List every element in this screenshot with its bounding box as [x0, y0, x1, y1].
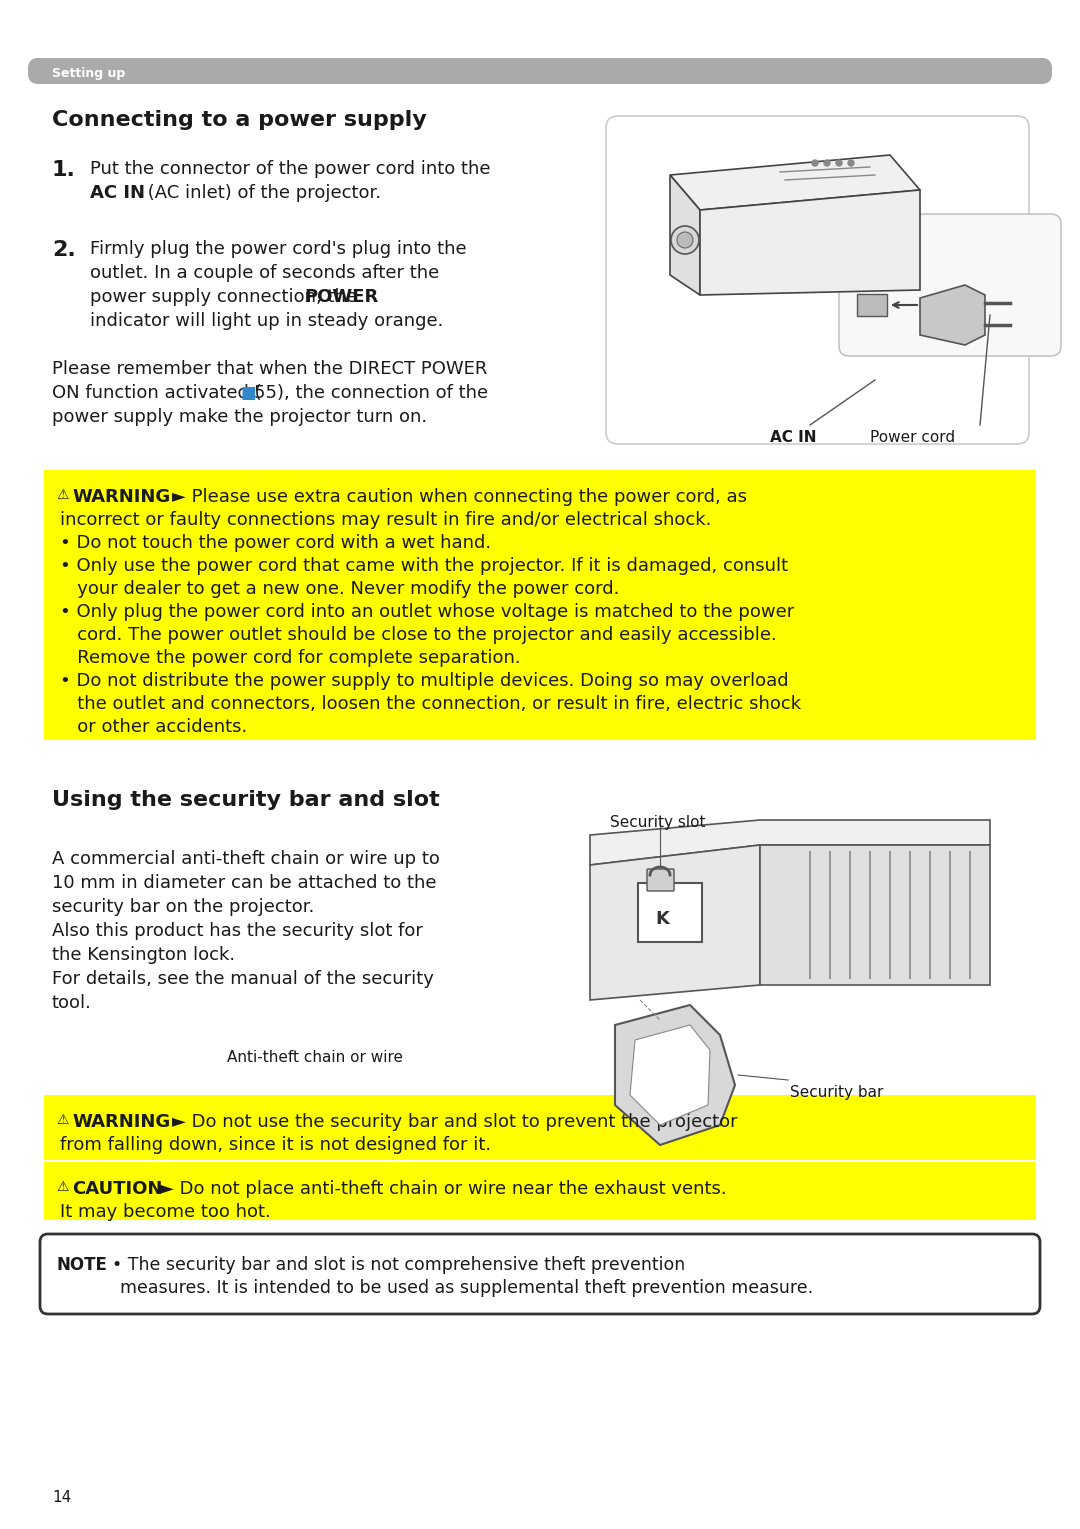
Text: ⚠: ⚠ — [56, 1113, 68, 1127]
Text: Firmly plug the power cord's plug into the: Firmly plug the power cord's plug into t… — [90, 240, 467, 258]
Text: power supply connection, the: power supply connection, the — [90, 287, 363, 306]
Circle shape — [812, 161, 818, 167]
Text: Please remember that when the DIRECT POWER: Please remember that when the DIRECT POW… — [52, 359, 487, 378]
Text: measures. It is intended to be used as supplemental theft prevention measure.: measures. It is intended to be used as s… — [120, 1278, 813, 1297]
FancyBboxPatch shape — [638, 884, 702, 942]
Text: or other accidents.: or other accidents. — [60, 719, 247, 735]
Text: Remove the power cord for complete separation.: Remove the power cord for complete separ… — [60, 648, 521, 667]
Text: 10 mm in diameter can be attached to the: 10 mm in diameter can be attached to the — [52, 875, 436, 891]
FancyBboxPatch shape — [28, 58, 1052, 84]
Polygon shape — [760, 846, 990, 985]
Polygon shape — [590, 846, 760, 1000]
Text: Security slot: Security slot — [610, 815, 705, 830]
Circle shape — [677, 232, 693, 248]
Text: K: K — [654, 910, 669, 928]
Polygon shape — [920, 284, 985, 346]
Text: your dealer to get a new one. Never modify the power cord.: your dealer to get a new one. Never modi… — [60, 579, 619, 598]
Text: security bar on the projector.: security bar on the projector. — [52, 898, 314, 916]
Text: Put the connector of the power cord into the: Put the connector of the power cord into… — [90, 161, 490, 177]
Text: WARNING: WARNING — [72, 1113, 171, 1131]
Text: POWER: POWER — [303, 287, 378, 306]
Text: • Only use the power cord that came with the projector. If it is damaged, consul: • Only use the power cord that came with… — [60, 557, 788, 575]
Text: 2.: 2. — [52, 240, 76, 260]
Text: the outlet and connectors, loosen the connection, or result in fire, electric sh: the outlet and connectors, loosen the co… — [60, 696, 801, 713]
Text: (AC inlet) of the projector.: (AC inlet) of the projector. — [141, 183, 381, 202]
Text: It may become too hot.: It may become too hot. — [60, 1203, 271, 1222]
Polygon shape — [630, 1024, 710, 1125]
Text: WARNING: WARNING — [72, 488, 171, 506]
Text: ■: ■ — [240, 384, 256, 402]
Text: Anti-theft chain or wire: Anti-theft chain or wire — [227, 1050, 403, 1066]
Text: NOTE: NOTE — [56, 1255, 107, 1274]
FancyBboxPatch shape — [858, 294, 887, 317]
Text: ⚠: ⚠ — [56, 488, 68, 502]
Text: ► Do not use the security bar and slot to prevent the projector: ► Do not use the security bar and slot t… — [172, 1113, 738, 1131]
Text: incorrect or faulty connections may result in fire and/or electrical shock.: incorrect or faulty connections may resu… — [60, 511, 712, 529]
Text: cord. The power outlet should be close to the projector and easily accessible.: cord. The power outlet should be close t… — [60, 625, 777, 644]
FancyBboxPatch shape — [647, 868, 674, 891]
Polygon shape — [590, 820, 990, 865]
Text: A commercial anti-theft chain or wire up to: A commercial anti-theft chain or wire up… — [52, 850, 440, 868]
Text: AC IN: AC IN — [90, 183, 145, 202]
Text: tool.: tool. — [52, 994, 92, 1012]
Text: from falling down, since it is not designed for it.: from falling down, since it is not desig… — [60, 1136, 491, 1154]
Text: Power cord: Power cord — [870, 430, 955, 445]
Text: • Only plug the power cord into an outlet whose voltage is matched to the power: • Only plug the power cord into an outle… — [60, 602, 794, 621]
Text: • Do not touch the power cord with a wet hand.: • Do not touch the power cord with a wet… — [60, 534, 491, 552]
Circle shape — [848, 161, 854, 167]
Text: outlet. In a couple of seconds after the: outlet. In a couple of seconds after the — [90, 265, 440, 281]
Text: indicator will light up in steady orange.: indicator will light up in steady orange… — [90, 312, 444, 330]
FancyBboxPatch shape — [44, 1095, 1036, 1161]
Text: ON function activated (: ON function activated ( — [52, 384, 261, 402]
FancyBboxPatch shape — [44, 469, 1036, 740]
Polygon shape — [670, 154, 920, 209]
Circle shape — [836, 161, 842, 167]
Text: 55), the connection of the: 55), the connection of the — [254, 384, 488, 402]
Text: CAUTION: CAUTION — [72, 1180, 162, 1199]
Polygon shape — [615, 1005, 735, 1145]
FancyBboxPatch shape — [606, 116, 1029, 443]
FancyBboxPatch shape — [44, 1162, 1036, 1220]
Text: ► Do not place anti-theft chain or wire near the exhaust vents.: ► Do not place anti-theft chain or wire … — [160, 1180, 727, 1199]
Text: 1.: 1. — [52, 161, 76, 180]
Text: Using the security bar and slot: Using the security bar and slot — [52, 790, 440, 810]
Text: Setting up: Setting up — [52, 67, 125, 80]
Circle shape — [671, 226, 699, 254]
Text: AC IN: AC IN — [770, 430, 816, 445]
Circle shape — [824, 161, 831, 167]
Text: Security bar: Security bar — [789, 1086, 883, 1099]
FancyBboxPatch shape — [839, 214, 1061, 356]
Text: ► Please use extra caution when connecting the power cord, as: ► Please use extra caution when connecti… — [172, 488, 747, 506]
Text: Also this product has the security slot for: Also this product has the security slot … — [52, 922, 423, 940]
Text: 14: 14 — [52, 1489, 71, 1505]
Text: the Kensington lock.: the Kensington lock. — [52, 946, 235, 963]
Text: Connecting to a power supply: Connecting to a power supply — [52, 110, 427, 130]
Text: ⚠: ⚠ — [56, 1180, 68, 1194]
Text: • Do not distribute the power supply to multiple devices. Doing so may overload: • Do not distribute the power supply to … — [60, 673, 788, 690]
Text: • The security bar and slot is not comprehensive theft prevention: • The security bar and slot is not compr… — [112, 1255, 685, 1274]
FancyBboxPatch shape — [40, 1234, 1040, 1313]
Text: power supply make the projector turn on.: power supply make the projector turn on. — [52, 408, 427, 427]
Polygon shape — [700, 190, 920, 295]
Text: For details, see the manual of the security: For details, see the manual of the secur… — [52, 969, 434, 988]
Polygon shape — [670, 174, 700, 295]
